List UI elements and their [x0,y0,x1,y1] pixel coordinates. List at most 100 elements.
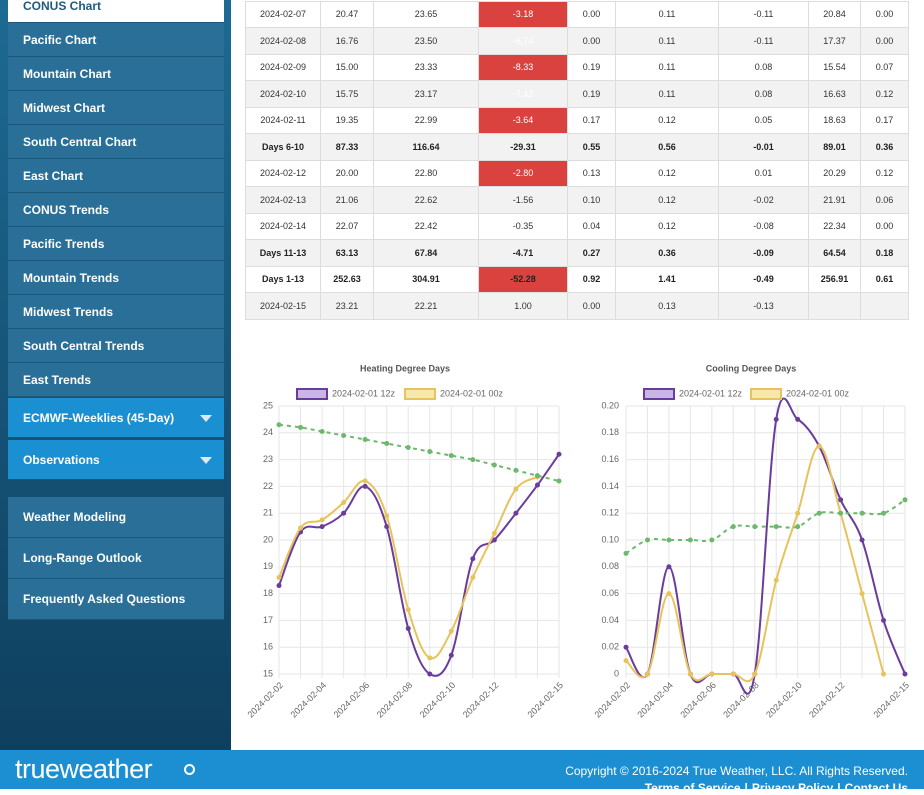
series-line [625,397,906,695]
table-cell: 0.08 [718,53,809,81]
series-point [534,473,540,479]
table-cell: 2024-02-11 [245,106,321,134]
nav-link[interactable]: Weather Modeling [8,497,224,538]
table-cell: Days 1-13 [245,265,321,293]
series-point [902,671,908,677]
chart-title: Heating Degree Days [360,363,450,373]
table-cell: 0.36 [860,133,909,161]
series-point [859,537,865,543]
nav-link[interactable]: Long-Range Outlook [8,538,224,579]
table-cell: 0.05 [718,106,809,134]
series-point [881,510,887,516]
series-point [384,513,390,519]
nav-item[interactable]: South Central Chart [8,125,224,159]
table-cell: -0.35 [478,212,568,240]
series-point [405,607,411,613]
nav-dropdown[interactable]: Observations [8,440,224,480]
table-cell: 22.21 [373,292,479,320]
nav-item[interactable]: Mountain Trends [8,261,224,295]
series-point [687,537,693,543]
x-tick-label: 2024-02-15 [525,680,565,720]
table-cell: 23.21 [320,292,374,320]
table-cell: 0.27 [567,239,616,267]
table-row: 2024-02-15 23.21 22.21 1.00 0.00 0.13 -0.13 [245,292,909,320]
table-cell: -4.71 [478,239,568,267]
table-cell: 0.11 [615,80,719,108]
series-point [384,524,390,530]
series-point [773,524,779,530]
table-row: 2024-02-08 16.76 23.50 -6.74 0.00 0.11 -0.11 17… [245,27,909,55]
table-cell: -6.74 [478,27,568,55]
series-point [298,424,304,430]
nav-item[interactable]: South Central Trends [8,329,224,363]
table-cell: -3.18 [478,0,568,28]
table-cell: 22.07 [320,212,374,240]
link-separator: | [837,781,841,795]
series-point [730,671,736,677]
table-cell: -0.08 [718,212,809,240]
series-point [341,510,347,516]
series-point [666,591,672,597]
table-row: 2024-02-09 15.00 23.33 -8.33 0.19 0.11 0.08 15.… [245,53,909,81]
series-point [276,422,282,428]
nav-link[interactable]: Frequently Asked Questions [8,579,224,620]
legend-label: 2024-02-01 12z [679,388,743,398]
y-tick-label: 21 [263,508,273,518]
table-cell: 23.50 [373,27,479,55]
x-tick-label: 2024-02-10 [764,680,804,720]
nav-item[interactable]: Pacific Chart [8,23,224,57]
y-tick-label: 20 [263,534,273,544]
table-cell: -8.33 [478,53,568,81]
nav-item[interactable]: Midwest Trends [8,295,224,329]
series-point [623,550,629,556]
link-separator: | [744,781,748,795]
nav-item[interactable]: Midwest Chart [8,91,224,125]
table-cell: 0.55 [567,133,616,161]
table-cell: 2024-02-09 [245,53,321,81]
table-cell: 0.11 [615,53,719,81]
logo: trueweather [15,754,153,784]
nav-item[interactable]: East Trends [8,363,224,397]
nav-item[interactable]: East Chart [8,159,224,193]
nav-item[interactable]: CONUS Chart [8,0,224,23]
logo-degree [184,764,195,775]
series-point [298,525,304,531]
legend-swatch [643,388,675,400]
series-point [341,499,347,505]
y-tick-label: 24 [263,427,273,437]
table-cell: 20.47 [320,0,374,28]
table-row: 2024-02-11 19.35 22.99 -3.64 0.17 0.12 0.05 18.… [245,106,909,134]
nav-dropdown[interactable]: ECMWF-Weeklies (45-Day) [8,398,224,438]
y-tick-label: 0.02 [601,642,619,652]
table-cell: 64.54 [808,239,861,267]
nav-item[interactable]: CONUS Trends [8,193,224,227]
series-point [534,482,540,488]
legend-label: 2024-02-01 00z [440,388,504,398]
footer-link[interactable]: Contact Us [844,781,908,795]
nav-dropdown-label: Observations [23,452,100,467]
table-cell: 23.17 [373,80,479,108]
x-tick-label: 2024-02-10 [418,680,458,720]
nav-item[interactable]: Mountain Chart [8,57,224,91]
table-cell [808,292,861,320]
footer-link[interactable]: Privacy Policy [751,781,834,795]
table-cell: 21.91 [808,186,861,214]
y-tick-label: 15 [263,668,273,678]
series-point [427,449,433,455]
nav-item[interactable]: Pacific Trends [8,227,224,261]
series-point [752,524,758,530]
x-tick-label: 2024-02-15 [871,680,911,720]
series-point [838,497,844,503]
series-point [491,462,497,468]
series-point [427,655,433,661]
degree-day-table: 2024-02-07 20.47 23.65 -3.18 0.00 0.11 -0.11 20… [245,0,909,320]
footer-link[interactable]: Terms of Service [644,781,741,795]
table-cell: 0.61 [860,265,909,293]
table-cell: 89.01 [808,133,861,161]
table-cell: 15.00 [320,53,374,81]
series-point [881,617,887,623]
table-cell: 0.04 [567,212,616,240]
series-point [644,671,650,677]
table-cell: -0.01 [718,133,809,161]
